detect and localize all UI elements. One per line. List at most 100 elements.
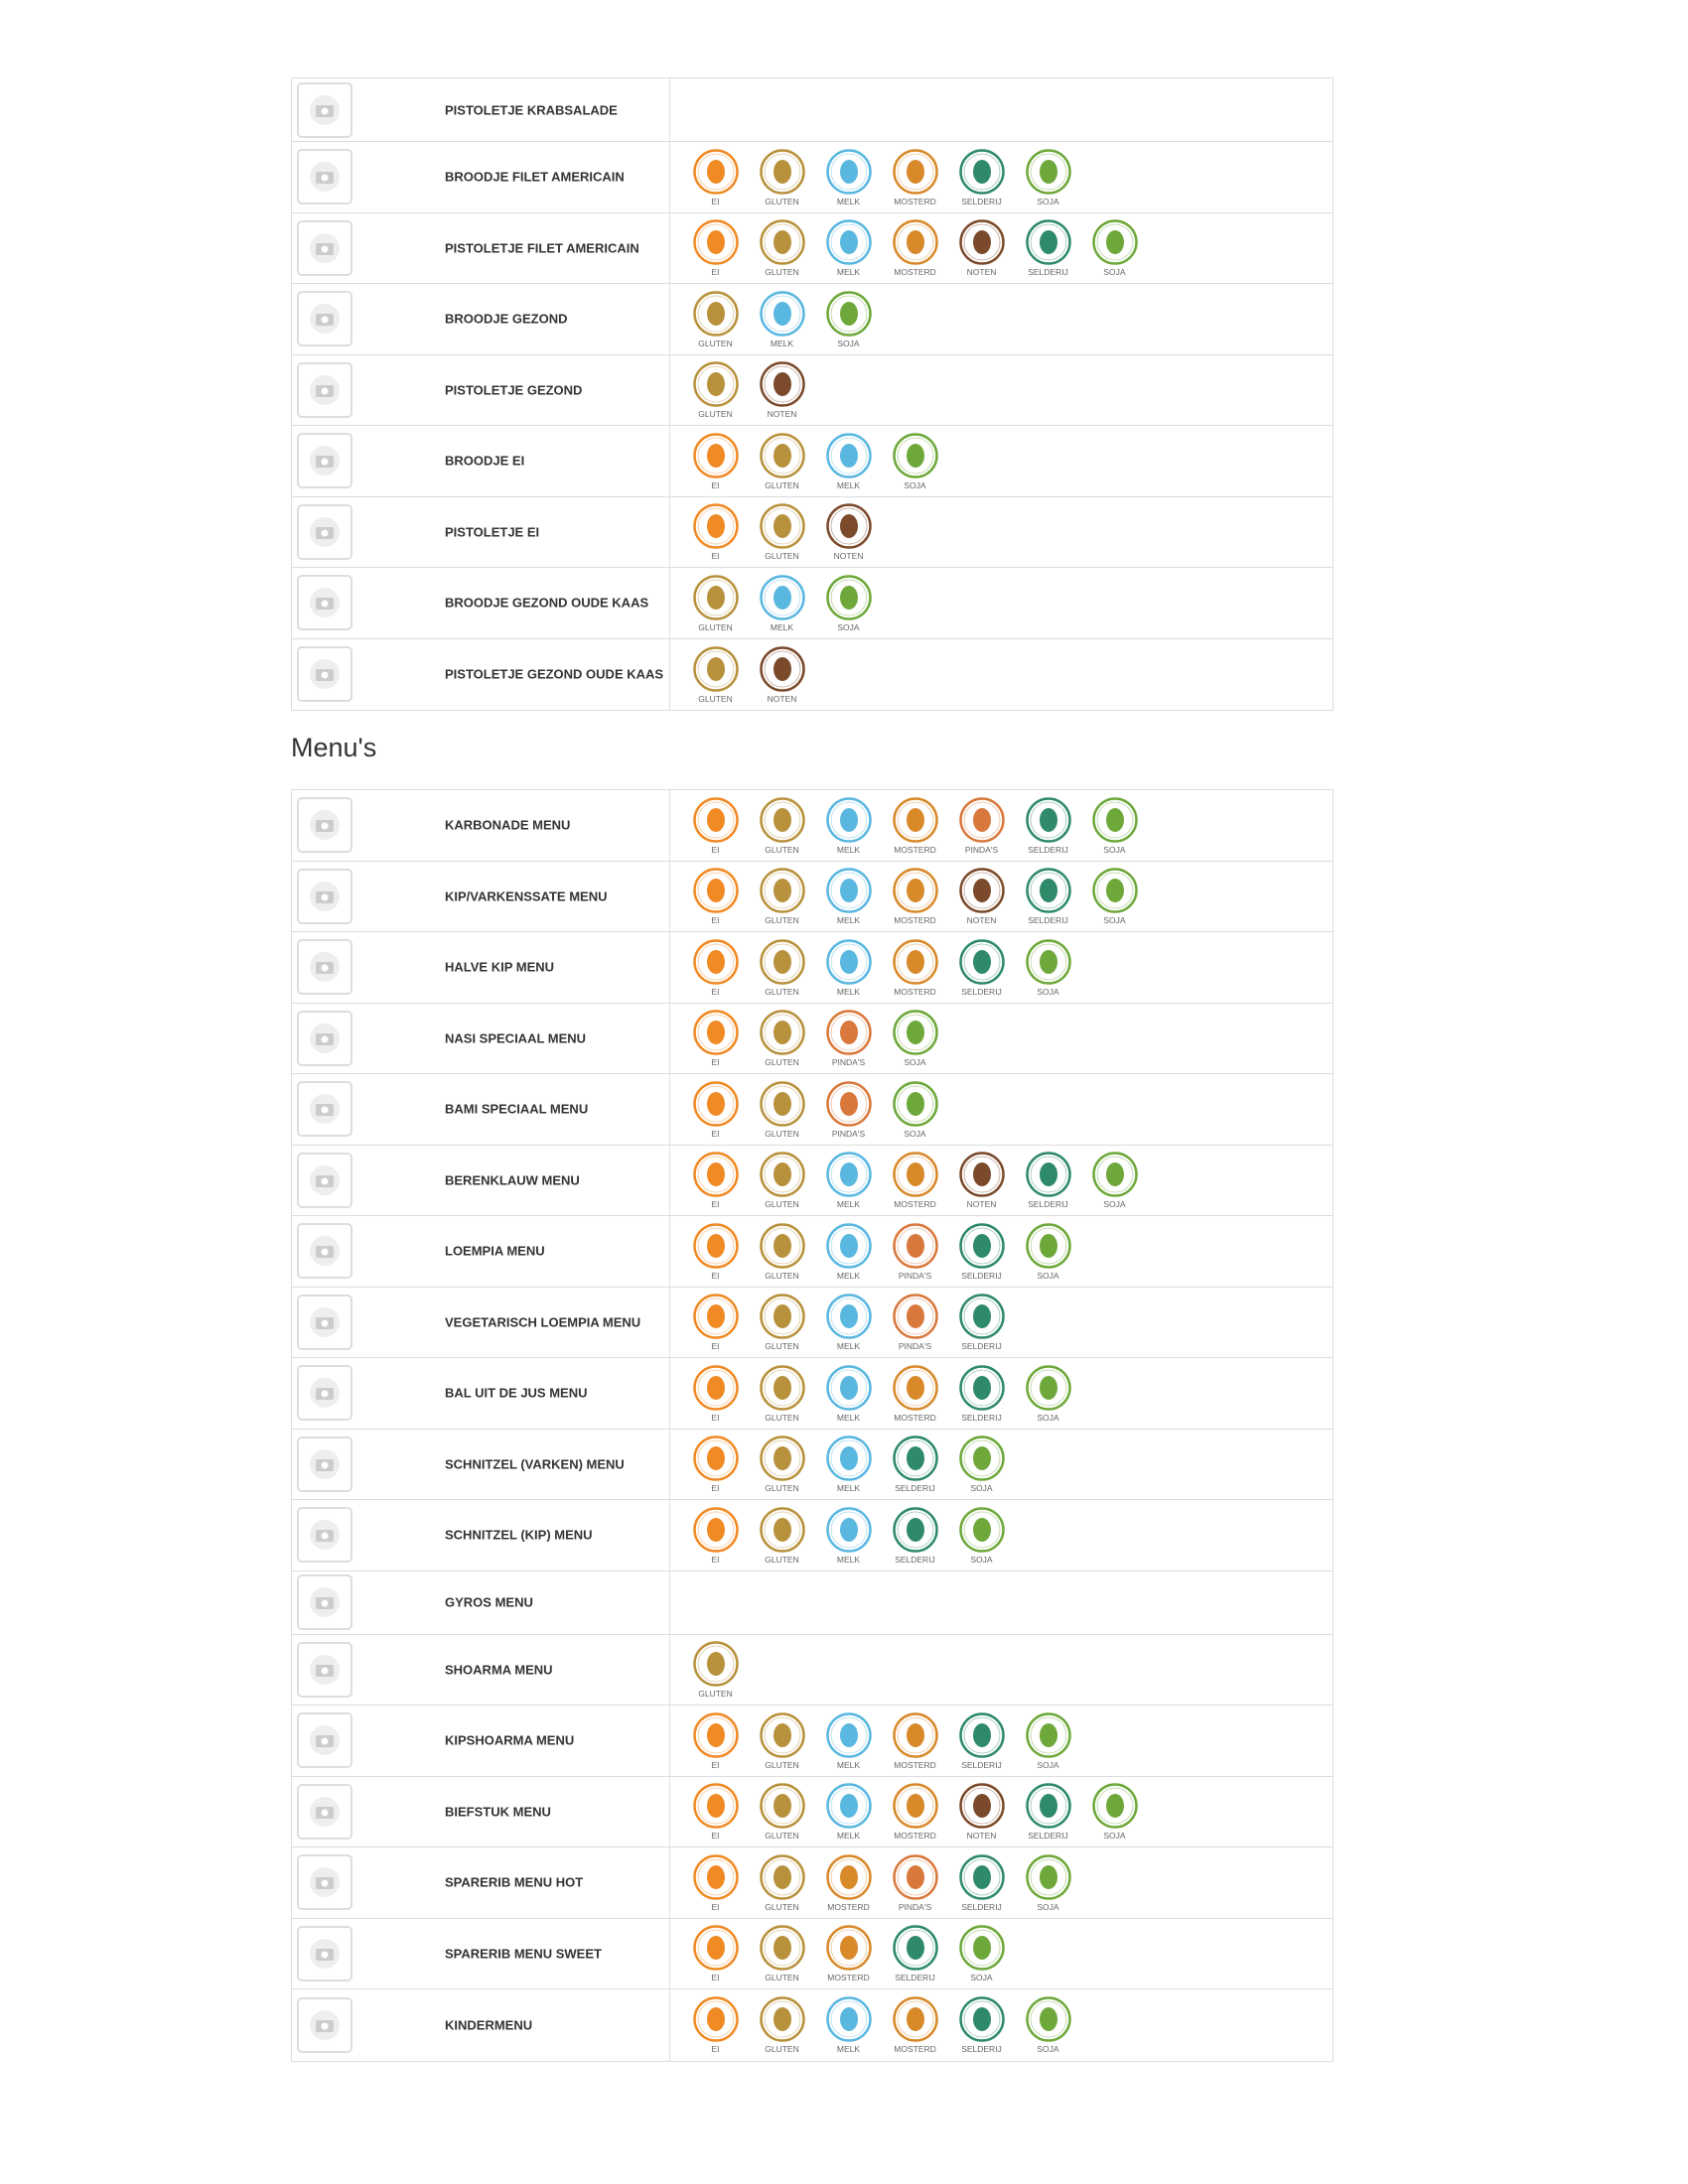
allergen-icon: NOTEN bbox=[749, 645, 815, 704]
photo-placeholder bbox=[297, 1152, 352, 1208]
allergen-icon: NOTEN bbox=[749, 360, 815, 419]
allergen-label: EI bbox=[711, 196, 720, 206]
allergen-symbol bbox=[759, 1854, 805, 1900]
item-cell: BAL UIT DE JUS MENU bbox=[292, 1358, 670, 1429]
allergen-symbol bbox=[825, 1152, 872, 1197]
camera-icon bbox=[310, 516, 340, 547]
photo-placeholder bbox=[297, 1854, 352, 1911]
table-row: BIEFSTUK MENU EI GLUTEN MELK MOSTERD NOTEN SEL… bbox=[292, 1776, 1333, 1847]
allergen-label: EI bbox=[711, 1341, 720, 1352]
table-row: GYROS MENU bbox=[292, 1570, 1333, 1635]
allergen-symbol bbox=[958, 149, 1005, 195]
table-row: BROODJE EI EI GLUTEN MELK SOJA bbox=[292, 426, 1333, 497]
allergen-icon: PINDA'S bbox=[948, 796, 1015, 855]
item-name: PISTOLETJE FILET AMERICAIN bbox=[445, 240, 639, 256]
allergen-symbol bbox=[892, 939, 938, 985]
item-name: KINDERMENU bbox=[445, 2017, 533, 2033]
allergen-icon: SOJA bbox=[1081, 218, 1148, 277]
allergen-cell: EI GLUTEN MELK SELDERIJ SOJA bbox=[670, 1500, 1015, 1570]
allergen-label: EI bbox=[711, 1973, 720, 1983]
allergen-icon: SELDERIJ bbox=[948, 1293, 1015, 1351]
camera-icon bbox=[310, 1448, 340, 1479]
allergen-symbol bbox=[892, 1435, 938, 1481]
allergen-cell: EI GLUTEN MELK MOSTERD NOTEN SELDERIJ SOJA bbox=[670, 1777, 1148, 1847]
allergen-icon: SELDERIJ bbox=[948, 1364, 1015, 1423]
allergen-symbol bbox=[825, 1712, 872, 1758]
allergen-label: MOSTERD bbox=[894, 267, 936, 278]
allergen-label: GLUTEN bbox=[765, 1831, 799, 1842]
allergen-symbol bbox=[692, 1996, 739, 2042]
photo-placeholder bbox=[297, 1783, 352, 1840]
item-cell: PISTOLETJE GEZOND bbox=[292, 354, 670, 425]
allergen-label: NOTEN bbox=[966, 267, 997, 278]
allergen-label: GLUTEN bbox=[765, 2044, 799, 2055]
allergen-label: PINDA'S bbox=[831, 1057, 866, 1068]
camera-icon bbox=[310, 881, 340, 911]
photo-placeholder bbox=[297, 939, 352, 996]
table-row: BROODJE GEZOND OUDE KAAS GLUTEN MELK SOJA bbox=[292, 568, 1333, 639]
allergen-symbol bbox=[892, 219, 938, 265]
allergen-label: EI bbox=[711, 1483, 720, 1494]
allergen-icon: EI bbox=[682, 796, 749, 855]
item-name: PISTOLETJE EI bbox=[445, 524, 540, 540]
allergen-label: MELK bbox=[770, 338, 794, 348]
allergen-symbol bbox=[892, 1712, 938, 1758]
allergen-label: GLUTEN bbox=[765, 1270, 799, 1281]
allergen-label: MELK bbox=[836, 986, 861, 997]
item-cell: SCHNITZEL (KIP) MENU bbox=[292, 1500, 670, 1570]
allergen-label: MELK bbox=[836, 479, 861, 490]
allergen-symbol bbox=[1025, 1223, 1071, 1269]
allergen-label: SOJA bbox=[1037, 1412, 1059, 1423]
camera-icon bbox=[310, 1867, 340, 1898]
table-row: BROODJE FILET AMERICAIN EI GLUTEN MELK MOSTE… bbox=[292, 142, 1333, 213]
allergen-symbol bbox=[825, 1507, 872, 1553]
allergen-cell: EI GLUTEN MELK MOSTERD SELDERIJ SOJA bbox=[670, 932, 1081, 1003]
table-row: PISTOLETJE EI EI GLUTEN NOTEN bbox=[292, 496, 1333, 568]
allergen-icon: MELK bbox=[815, 1995, 882, 2054]
allergen-symbol bbox=[958, 1152, 1005, 1197]
item-cell: GYROS MENU bbox=[292, 1570, 670, 1634]
allergen-label: MELK bbox=[836, 1483, 861, 1494]
item-cell: BAMI SPECIAAL MENU bbox=[292, 1074, 670, 1145]
allergen-label: SOJA bbox=[1037, 1759, 1059, 1770]
item-cell: PISTOLETJE GEZOND OUDE KAAS bbox=[292, 638, 670, 710]
allergen-symbol bbox=[1091, 1783, 1138, 1829]
allergen-icon: GLUTEN bbox=[749, 148, 815, 206]
allergen-label: MOSTERD bbox=[894, 1199, 936, 1210]
allergen-cell: EI GLUTEN MELK PINDA'S SELDERIJ bbox=[670, 1288, 1015, 1358]
allergen-icon: MELK bbox=[815, 148, 882, 206]
allergen-symbol bbox=[759, 939, 805, 985]
allergen-label: EI bbox=[711, 1759, 720, 1770]
allergen-icon: SOJA bbox=[1015, 1222, 1081, 1281]
allergen-symbol bbox=[892, 433, 938, 478]
allergen-symbol bbox=[958, 1854, 1005, 1900]
allergen-symbol bbox=[1025, 1996, 1071, 2042]
allergen-symbol bbox=[825, 291, 872, 337]
allergen-symbol bbox=[825, 797, 872, 843]
allergen-symbol bbox=[958, 1223, 1005, 1269]
item-name: KIPSHOARMA MENU bbox=[445, 1732, 575, 1748]
allergen-label: NOTEN bbox=[966, 915, 997, 926]
table-row: PISTOLETJE KRABSALADE bbox=[292, 78, 1333, 142]
allergen-icon: MELK bbox=[815, 1151, 882, 1209]
item-name: BROODJE GEZOND OUDE KAAS bbox=[445, 595, 649, 611]
allergen-symbol bbox=[958, 1294, 1005, 1339]
allergen-label: NOTEN bbox=[833, 551, 864, 562]
allergen-symbol bbox=[1025, 1365, 1071, 1411]
allergen-label: GLUTEN bbox=[765, 1128, 799, 1139]
allergen-label: SELDERIJ bbox=[895, 1483, 935, 1494]
allergen-symbol bbox=[825, 219, 872, 265]
allergen-label: GLUTEN bbox=[698, 621, 733, 632]
table-row: KIP/VARKENSSATE MENU EI GLUTEN MELK MOSTERD N… bbox=[292, 861, 1333, 932]
allergen-icon: GLUTEN bbox=[749, 1293, 815, 1351]
allergen-icon: MOSTERD bbox=[882, 1151, 948, 1209]
allergen-icon: MOSTERD bbox=[882, 796, 948, 855]
allergen-label: EI bbox=[711, 551, 720, 562]
item-cell: LOEMPIA MENU bbox=[292, 1216, 670, 1287]
table-row: BERENKLAUW MENU EI GLUTEN MELK MOSTERD NOTEN S… bbox=[292, 1145, 1333, 1216]
camera-icon bbox=[310, 1023, 340, 1053]
allergen-symbol bbox=[892, 1294, 938, 1339]
allergen-symbol bbox=[958, 1996, 1005, 2042]
allergen-label: NOTEN bbox=[966, 1831, 997, 1842]
